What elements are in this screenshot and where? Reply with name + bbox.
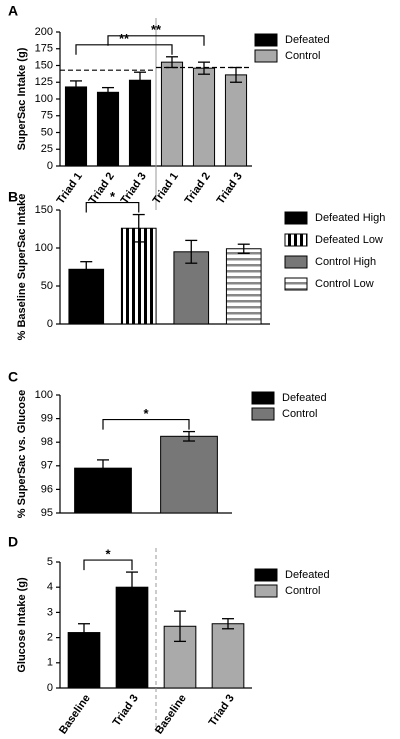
legend-label: Defeated Low (315, 234, 383, 246)
bar (211, 623, 245, 689)
x-tick-label: Triad 2 (183, 171, 213, 207)
y-tick-label: 2 (47, 632, 53, 644)
y-tick-label: 0 (47, 160, 53, 172)
y-tick-label: 3 (47, 606, 53, 618)
y-tick-label: 175 (35, 43, 53, 55)
bar (64, 86, 88, 167)
significance-bracket (102, 418, 190, 430)
panel-label: C (8, 369, 18, 385)
legend-swatch (284, 255, 308, 269)
legend-swatch (251, 391, 275, 405)
x-tick-label: Triad 1 (55, 171, 85, 207)
significance-label: ** (151, 22, 162, 37)
y-tick-label: 100 (35, 389, 53, 401)
y-tick-label: 25 (41, 143, 53, 155)
bar (192, 67, 216, 167)
bar (68, 268, 105, 325)
legend-swatch (284, 211, 308, 225)
y-tick-label: 150 (35, 59, 53, 71)
y-axis-label: Glucose Intake (g) (16, 577, 28, 673)
y-tick-label: 0 (47, 682, 53, 694)
y-tick-label: 75 (41, 110, 53, 122)
y-tick-label: 97 (41, 460, 53, 472)
x-tick-label: Triad 3 (119, 171, 149, 207)
significance-label: * (110, 189, 116, 204)
legend-swatch (251, 407, 275, 421)
significance-bracket (75, 44, 173, 55)
legend-label: Defeated High (315, 212, 385, 224)
panel-label: A (8, 3, 18, 19)
legend-label: Control (282, 408, 317, 420)
y-tick-label: 50 (41, 280, 53, 292)
x-tick-label: Triad 3 (215, 171, 245, 207)
y-tick-label: 100 (35, 93, 53, 105)
y-axis-label: SuperSac Intake (g) (16, 47, 28, 150)
x-tick-label: Baseline (153, 693, 189, 737)
bar (160, 435, 218, 514)
y-axis-label: % SuperSac vs. Glucose (16, 390, 28, 518)
legend-label: Defeated (285, 34, 330, 46)
y-tick-label: 125 (35, 76, 53, 88)
y-tick-label: 150 (35, 204, 53, 216)
bar (160, 61, 184, 167)
x-tick-label: Triad 1 (151, 171, 181, 207)
x-tick-label: Baseline (57, 693, 93, 737)
legend-swatch (254, 584, 278, 598)
bar (120, 227, 157, 325)
significance-bracket (85, 201, 140, 213)
panel-label: B (8, 189, 18, 205)
significance-bracket (107, 35, 205, 46)
legend-label: Control (285, 585, 320, 597)
legend-label: Control High (315, 256, 376, 268)
y-tick-label: 95 (41, 507, 53, 519)
y-tick-label: 4 (47, 581, 53, 593)
legend-label: Defeated (282, 392, 327, 404)
y-tick-label: 200 (35, 26, 53, 38)
legend-swatch (284, 277, 308, 291)
y-tick-label: 99 (41, 413, 53, 425)
bar (128, 79, 152, 167)
y-axis-label: % Baseline SuperSac Intake (16, 194, 28, 341)
y-tick-label: 5 (47, 556, 53, 568)
y-tick-label: 100 (35, 242, 53, 254)
y-tick-label: 96 (41, 483, 53, 495)
legend-label: Control Low (315, 278, 374, 290)
bar (224, 74, 248, 167)
panel-label: D (8, 534, 18, 550)
legend-label: Defeated (285, 569, 330, 581)
significance-label: * (143, 406, 149, 421)
x-tick-label: Triad 3 (207, 693, 237, 729)
significance-label: * (105, 547, 111, 562)
x-tick-label: Triad 3 (111, 693, 141, 729)
legend-swatch (254, 568, 278, 582)
y-tick-label: 1 (47, 657, 53, 669)
legend-swatch (284, 233, 308, 247)
y-tick-label: 0 (47, 318, 53, 330)
legend-swatch (254, 33, 278, 47)
y-tick-label: 50 (41, 126, 53, 138)
y-tick-label: 98 (41, 436, 53, 448)
legend-label: Control (285, 50, 320, 62)
bar (225, 248, 262, 325)
bar (96, 91, 120, 167)
significance-label: ** (119, 31, 130, 46)
significance-bracket (83, 559, 133, 571)
legend-swatch (254, 49, 278, 63)
